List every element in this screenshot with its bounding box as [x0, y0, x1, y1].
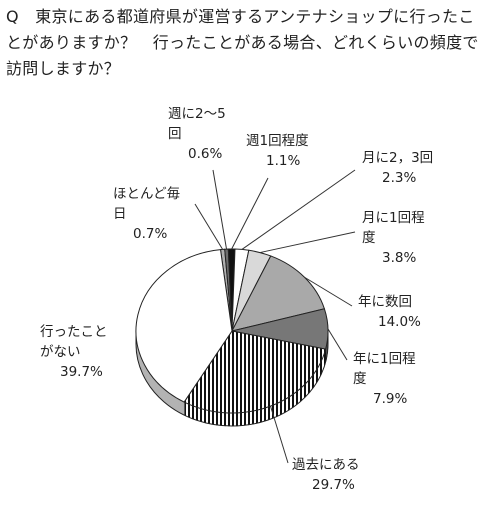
- pie-depth-segment-8: [200, 408, 205, 424]
- pie-depth: [135, 329, 329, 427]
- pie-slices: [135, 248, 329, 414]
- pie-depth-segment-8: [244, 411, 250, 426]
- pie-slice-9: [135, 249, 233, 403]
- pie-depth-segment-8: [230, 412, 237, 427]
- pie-depth-segment-8: [266, 405, 271, 421]
- slice-label-8: 過去にある 29.7%: [292, 457, 360, 493]
- pie-depth-segment-8: [253, 409, 259, 425]
- pie-depth-segment-8: [226, 412, 232, 427]
- pie-slice-6: [231, 255, 326, 332]
- leader-line-5: [259, 231, 356, 254]
- leader-line-8: [270, 405, 289, 464]
- pie-rim: [135, 331, 329, 427]
- pie-depth-segment-8: [187, 403, 193, 420]
- slice-label-5: 月に1回程度3.8%: [362, 210, 425, 266]
- pie-depth-segment-8: [195, 406, 201, 422]
- pie-depth-segment-8: [239, 411, 245, 427]
- pie-depth-segment-8: [221, 412, 228, 427]
- chart-title: Q 東京にある都道府県が運営するアンテナショップに行ったことがありますか？ 行っ…: [6, 7, 479, 78]
- slice-label-1: ほとんど毎日0.7%: [113, 186, 180, 242]
- slice-label-6: 年に数回 14.0%: [358, 294, 421, 330]
- pie-depth-segment-8: [261, 407, 267, 423]
- pie-depth-segment-8: [204, 409, 210, 424]
- leader-line-6: [304, 276, 353, 307]
- pie-slice-8: [183, 330, 327, 414]
- pie-depth-segment-8: [235, 412, 241, 427]
- slice-label-2: 週に2〜5 回0.6%: [168, 106, 226, 162]
- slice-label-7: 年に1回程度7.9%: [353, 351, 416, 407]
- pie-depth-segment-8: [191, 405, 197, 421]
- pie-depth-segment-8: [278, 400, 283, 417]
- leader-lines: [194, 169, 356, 464]
- leader-line-1: [194, 203, 224, 250]
- pie-depth-segment-8: [274, 402, 279, 418]
- leader-line-3: [231, 177, 269, 250]
- pie-depth-segment-8: [208, 410, 214, 425]
- pie-depth-segment-8: [248, 410, 254, 426]
- pie-depth-segment-8: [183, 401, 189, 418]
- leader-line-7: [327, 328, 348, 361]
- slice-labels: ほとんど毎日0.7% 週に2〜5 回0.6% 週1回程度 1.1% 月に2，3回 2.3% 月…: [40, 106, 433, 493]
- slice-label-3: 週1回程度 1.1%: [246, 133, 309, 169]
- pie-depth-segment-8: [213, 411, 219, 426]
- leader-line-4: [241, 169, 356, 250]
- pie-depth-segment-8: [217, 411, 223, 426]
- slice-label-4: 月に2，3回 2.3%: [362, 150, 433, 186]
- slice-label-9: 行ったことがない 39.7%: [40, 324, 108, 380]
- leader-line-2: [212, 169, 228, 250]
- pie-depth-segment-8: [257, 408, 263, 424]
